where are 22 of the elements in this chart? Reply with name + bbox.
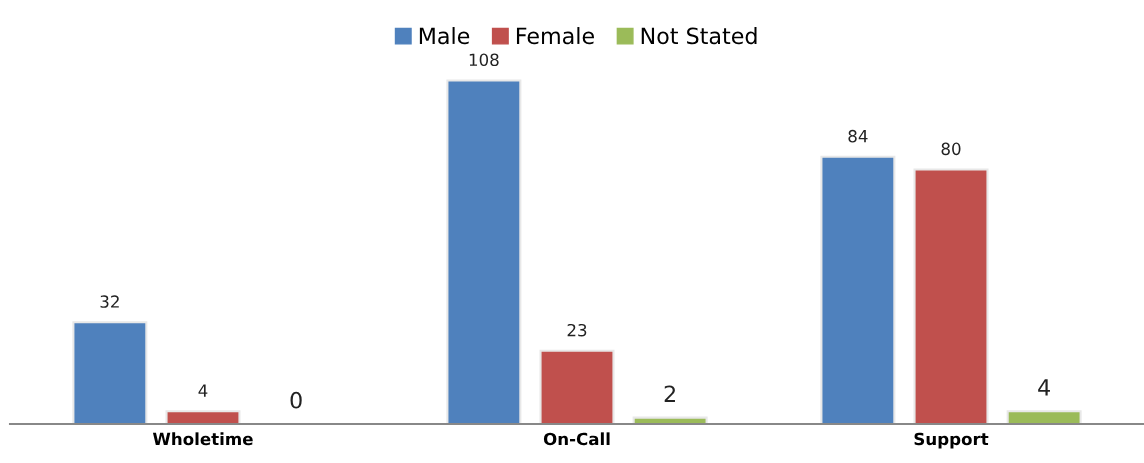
bar [446,79,522,424]
bar [1006,410,1082,424]
x-tick-label: Support [914,432,989,449]
legend-label: Not Stated [641,27,757,45]
legend-label: Male [419,27,470,45]
x-tick-label: Wholetime [152,432,253,446]
bar [539,349,615,424]
data-label: 4 [1038,379,1050,396]
x-tick-label: On-Call [543,432,610,446]
data-label: 84 [848,129,868,143]
data-label: 2 [664,385,675,402]
bar [72,321,148,424]
bar [820,155,896,424]
data-label: 32 [100,295,119,308]
data-label: 80 [941,142,961,156]
bar [165,410,241,424]
data-label: 4 [198,384,208,397]
bar [913,168,989,424]
legend-label: Female [516,27,594,45]
data-label: 23 [567,323,587,337]
data-label: 0 [290,391,302,409]
data-label: 108 [469,53,499,67]
